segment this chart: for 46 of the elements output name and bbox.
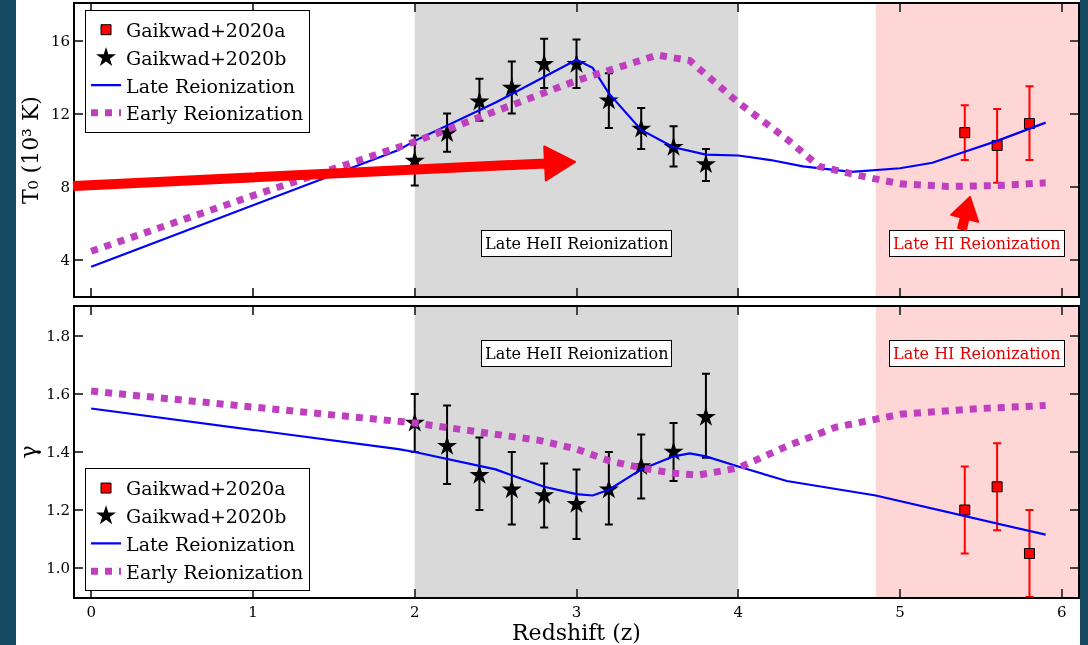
point [959,504,971,516]
point [1023,548,1035,559]
band-label: Late HeII Reionization [485,234,669,253]
legend-label: Early Reionization [126,102,304,125]
x-tick-label: 4 [733,603,744,621]
legend-label: Late Reionization [126,74,295,97]
x-tick-label: 5 [895,603,905,621]
band-label: Late HeII Reionization [485,344,669,363]
x-tick-label: 0 [86,603,96,621]
y-tick-label: 1.8 [46,327,70,346]
legend-label: Gaikwad+2020a [126,477,286,500]
point [501,479,522,499]
y-tick-label: 8 [60,177,70,196]
x-tick-label: 1 [248,603,258,621]
point [695,406,716,426]
point [534,53,555,73]
y-axis-title: T₀ (10³ K) [18,96,44,204]
y-tick-label: 16 [50,31,70,50]
y-tick-label: 1.0 [46,559,70,578]
y-tick-label: 1.4 [46,443,70,462]
x-axis-title: Redshift (z) [512,620,641,645]
x-tick-label: 2 [409,603,420,621]
point [437,435,458,455]
legend-label: Early Reionization [126,560,304,583]
legend-label: Gaikwad+2020b [126,505,287,528]
y-tick-label: 1.6 [46,385,70,404]
point [501,77,522,97]
x-tick-label: 6 [1057,603,1067,621]
x-tick-label: 3 [571,603,582,621]
point [469,464,490,484]
point [959,127,971,139]
band-label: Late HI Reionization [893,234,1061,253]
point [991,481,1003,493]
legend-label: Late Reionization [126,532,295,555]
point [534,485,555,504]
point [695,154,716,174]
point [469,91,490,111]
y-tick-label: 1.2 [46,501,70,520]
point [566,493,587,513]
y-axis-title: γ [16,445,41,459]
legend-label: Gaikwad+2020b [126,46,287,69]
band-label: Late HI Reionization [893,344,1061,363]
y-tick-label: 12 [50,104,70,123]
y-tick-label: 4 [60,250,70,269]
line-series [90,407,1047,536]
legend-label: Gaikwad+2020a [126,19,286,42]
